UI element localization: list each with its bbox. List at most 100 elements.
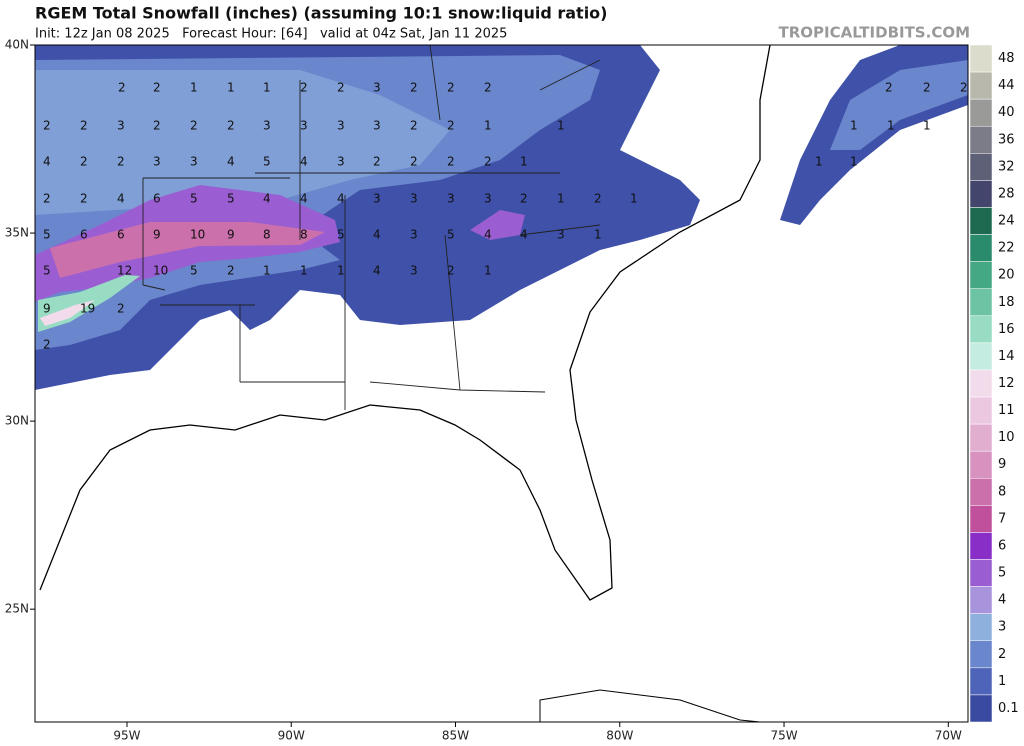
snow-value-label: 2 <box>117 155 125 169</box>
snow-value-label: 10 <box>190 228 205 242</box>
snow-value-label: 4 <box>117 192 125 206</box>
snow-area <box>830 60 968 150</box>
snow-value-label: 19 <box>80 302 95 316</box>
lat-tick-label: 25N <box>5 602 29 616</box>
snow-value-label: 2 <box>190 119 198 133</box>
snow-value-label: 1 <box>557 192 565 206</box>
title: RGEM Total Snowfall (inches) (assuming 1… <box>35 4 607 23</box>
snow-value-label: 2 <box>594 192 602 206</box>
lon-tick-label: 70W <box>935 729 962 743</box>
snow-value-label: 2 <box>80 155 88 169</box>
snow-value-label: 3 <box>447 192 455 206</box>
snow-value-label: 4 <box>373 264 381 278</box>
snow-value-label: 3 <box>373 81 381 95</box>
snow-value-label: 2 <box>410 155 418 169</box>
snow-value-label: 2 <box>447 155 455 169</box>
snow-value-label: 6 <box>153 192 161 206</box>
colorbar-swatch <box>969 261 993 289</box>
colorbar-swatch <box>969 207 993 235</box>
snow-area <box>40 300 95 326</box>
snow-value-label: 4 <box>43 155 51 169</box>
colorbar-label: 1 <box>998 674 1006 689</box>
snow-value-label: 1 <box>923 119 931 133</box>
coastline <box>539 689 761 722</box>
lon-tick-label: 90W <box>278 729 305 743</box>
colorbar-label: 9 <box>998 457 1006 472</box>
snow-value-label: 2 <box>300 81 308 95</box>
snow-value-label: 12 <box>117 264 132 278</box>
colorbar-label: 18 <box>998 295 1015 310</box>
snow-value-label: 2 <box>43 192 51 206</box>
colorbar-swatch <box>969 288 993 317</box>
snow-value-label: 1 <box>337 264 345 278</box>
snow-value-label: 1 <box>484 119 492 133</box>
lat-tick-label: 30N <box>5 414 29 428</box>
colorbar-label: 36 <box>998 132 1015 147</box>
lat-tick-label: 35N <box>5 226 29 240</box>
snow-value-label: 1 <box>484 264 492 278</box>
snow-value-label: 2 <box>80 119 88 133</box>
colorbar-label: 0.1 <box>998 701 1019 716</box>
colorbar-swatch <box>969 234 993 262</box>
colorbar-label: 12 <box>998 376 1015 391</box>
snow-value-label: 3 <box>337 119 345 133</box>
snow-value-label: 3 <box>410 192 418 206</box>
colorbar-swatch <box>969 125 993 154</box>
snow-area <box>470 210 525 240</box>
colorbar-swatch <box>969 505 993 533</box>
snow-value-label: 2 <box>520 192 528 206</box>
snow-value-label: 3 <box>373 119 381 133</box>
snow-value-label: 1 <box>300 264 308 278</box>
colorbar-swatch <box>969 640 993 669</box>
snow-value-label: 6 <box>80 228 88 242</box>
watermark: TROPICALTIDBITS.COM <box>779 24 971 42</box>
colorbar-swatch <box>969 450 993 479</box>
snow-value-label: 5 <box>43 264 51 278</box>
snow-value-label: 4 <box>300 192 308 206</box>
colorbar-label: 10 <box>998 430 1015 445</box>
snow-value-label: 1 <box>594 228 602 242</box>
colorbar-swatch <box>969 44 993 73</box>
snow-value-label: 3 <box>153 155 161 169</box>
snow-value-label: 2 <box>80 192 88 206</box>
snow-value-label: 1 <box>850 119 858 133</box>
snow-value-label: 9 <box>43 302 51 316</box>
colorbar-label: 32 <box>998 159 1015 174</box>
snow-value-label: 2 <box>117 302 125 316</box>
lon-tick-label: 85W <box>442 729 469 743</box>
snow-value-label: 4 <box>227 155 235 169</box>
colorbar-label: 6 <box>998 538 1006 553</box>
snow-value-label: 1 <box>630 192 638 206</box>
snow-value-label: 2 <box>153 119 161 133</box>
snow-area <box>35 70 450 215</box>
snow-value-label: 3 <box>117 119 125 133</box>
colorbar-swatch <box>969 478 993 506</box>
snow-value-label: 5 <box>337 228 345 242</box>
subtitle: Init: 12z Jan 08 2025 Forecast Hour: [64… <box>35 27 507 42</box>
snow-value-label: 2 <box>447 81 455 95</box>
colorbar-label: 8 <box>998 484 1006 499</box>
coastline <box>39 45 771 601</box>
snow-value-label: 1 <box>887 119 895 133</box>
colorbar-swatch <box>969 613 993 642</box>
colorbar-label: 5 <box>998 566 1006 581</box>
snow-value-label: 3 <box>373 192 381 206</box>
snow-value-label: 3 <box>190 155 198 169</box>
lon-tick-label: 80W <box>606 729 633 743</box>
snow-value-label: 3 <box>410 264 418 278</box>
snow-value-label: 1 <box>263 81 271 95</box>
snow-value-label: 4 <box>373 228 381 242</box>
snow-value-label: 3 <box>484 192 492 206</box>
snow-value-label: 1 <box>815 155 823 169</box>
colorbar-swatch <box>969 98 993 127</box>
colorbar-label: 2 <box>998 647 1006 662</box>
snow-value-label: 2 <box>337 81 345 95</box>
snow-value-label: 2 <box>447 264 455 278</box>
snow-value-label: 4 <box>484 228 492 242</box>
snow-value-label: 5 <box>263 155 271 169</box>
colorbar-label: 11 <box>998 403 1015 418</box>
snow-value-label: 2 <box>227 119 235 133</box>
snow-value-label: 1 <box>227 81 235 95</box>
colorbar-swatch <box>969 180 993 208</box>
colorbar-label: 44 <box>998 78 1015 93</box>
